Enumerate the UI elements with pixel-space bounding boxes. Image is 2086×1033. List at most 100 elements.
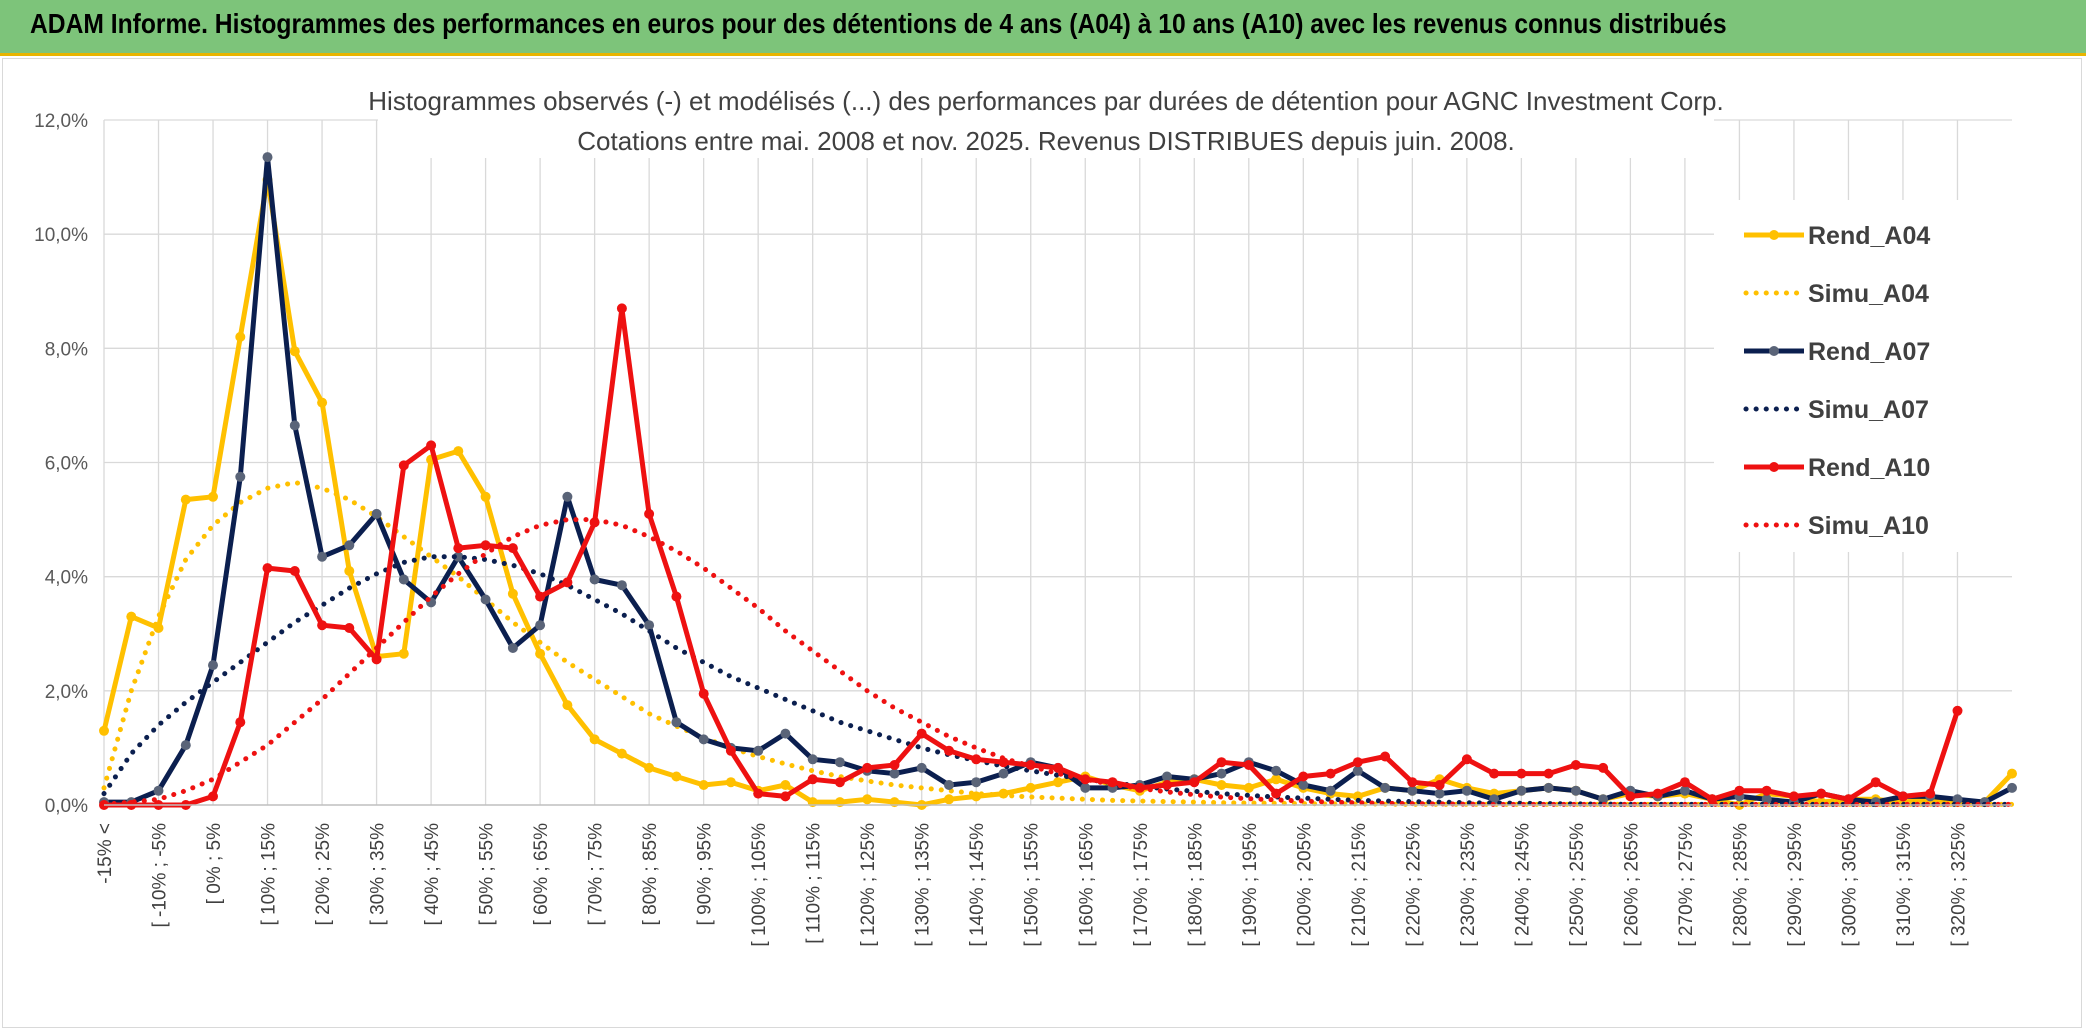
x-tick-label: [ 290% ; 295% <box>1785 823 1806 947</box>
data-point <box>208 491 218 502</box>
x-tick-label: [ 250% ; 255% <box>1567 823 1588 947</box>
x-tick-label: [ 270% ; 275% <box>1676 823 1697 947</box>
data-point <box>507 588 518 599</box>
data-point <box>780 791 791 802</box>
data-point <box>453 543 464 554</box>
x-tick-label: [ 120% ; 125% <box>858 823 879 947</box>
x-tick-label: [ 170% ; 175% <box>1131 823 1152 947</box>
x-tick-label: [ 280% ; 285% <box>1730 823 1751 947</box>
legend-item: Rend_A04 <box>1744 222 1930 250</box>
data-point <box>1734 785 1745 796</box>
data-point <box>1761 785 1772 796</box>
x-tick-label: [ 70% ; 75% <box>586 823 607 926</box>
banner-title: ADAM Informe. Histogrammes des performan… <box>30 8 1727 39</box>
data-point <box>398 648 409 659</box>
data-point <box>289 566 300 576</box>
data-point <box>1053 777 1063 788</box>
data-point <box>371 654 382 665</box>
data-point <box>1216 768 1227 779</box>
data-point <box>862 794 873 805</box>
data-point <box>671 771 682 782</box>
series-line <box>101 480 2015 807</box>
data-point <box>453 551 464 562</box>
data-point <box>1516 785 1527 796</box>
x-tick-label: [ 40% ; 45% <box>422 823 443 926</box>
data-point <box>535 648 546 659</box>
data-point <box>1271 774 1282 785</box>
data-point <box>780 780 791 790</box>
legend-label: Simu_A04 <box>1808 280 1929 308</box>
data-point <box>480 540 491 551</box>
data-point <box>753 788 764 799</box>
legend-label: Rend_A04 <box>1808 222 1930 250</box>
data-point <box>1952 794 1963 805</box>
data-point <box>780 728 791 739</box>
data-point <box>1543 768 1554 779</box>
x-tick-label: [ 80% ; 85% <box>640 823 661 926</box>
data-point <box>2007 782 2017 793</box>
data-point <box>180 740 191 751</box>
data-point <box>1407 777 1418 788</box>
data-point <box>453 446 464 457</box>
data-point <box>235 331 246 342</box>
x-tick-label: [ 180% ; 185% <box>1185 823 1206 947</box>
chart-title-line-1: Histogrammes observés (-) et modélisés (… <box>368 86 1723 116</box>
x-tick-label: [ 50% ; 55% <box>477 823 498 926</box>
data-point <box>1461 785 1472 796</box>
x-tick-label: [ 220% ; 225% <box>1403 823 1424 947</box>
legend-label: Simu_A10 <box>1808 512 1929 540</box>
data-point <box>262 152 273 163</box>
y-tick-label: 0,0% <box>45 796 88 817</box>
data-point <box>535 591 546 602</box>
legend-label: Rend_A10 <box>1808 454 1930 482</box>
data-point <box>208 660 218 671</box>
data-point <box>616 748 627 759</box>
data-point <box>725 777 736 788</box>
data-point <box>644 620 655 631</box>
data-point <box>1652 788 1663 799</box>
data-point <box>480 594 491 605</box>
data-point <box>2007 768 2017 779</box>
x-tick-label: [ 150% ; 155% <box>1022 823 1043 947</box>
data-point <box>99 725 109 736</box>
x-tick-label: [ -10% ; -5% <box>150 823 171 928</box>
data-point <box>1189 777 1200 788</box>
data-point <box>480 491 491 502</box>
data-point <box>1761 794 1772 805</box>
data-point <box>317 551 328 562</box>
x-tick-label: [ 100% ; 105% <box>749 823 770 947</box>
data-point <box>317 397 328 408</box>
data-point <box>971 754 982 765</box>
legend-label: Rend_A07 <box>1808 338 1930 366</box>
data-point <box>944 794 954 805</box>
legend-background <box>1714 200 2014 552</box>
data-point <box>1952 705 1963 716</box>
data-point <box>1216 757 1227 768</box>
data-point <box>1243 782 1254 793</box>
x-tick-label: [ 210% ; 215% <box>1349 823 1370 947</box>
x-tick-label: [ 160% ; 165% <box>1076 823 1097 947</box>
data-point <box>1434 788 1445 799</box>
y-tick-label: 8,0% <box>45 339 88 360</box>
data-point <box>1025 782 1036 793</box>
data-point <box>1843 794 1854 805</box>
data-point <box>1625 791 1636 802</box>
data-point <box>725 745 736 756</box>
legend-marker <box>1769 462 1779 472</box>
data-point <box>1243 760 1254 770</box>
y-tick-label: 12,0% <box>34 111 88 132</box>
data-point <box>616 303 627 314</box>
data-point <box>1461 754 1472 765</box>
legend-marker <box>1769 346 1779 356</box>
x-tick-label: [ 200% ; 205% <box>1294 823 1315 947</box>
data-point <box>671 591 682 602</box>
x-tick-label: [ 130% ; 135% <box>913 823 934 947</box>
data-point <box>944 745 954 756</box>
x-tick-label: [ 240% ; 245% <box>1512 823 1533 947</box>
data-point <box>289 346 300 357</box>
x-tick-label: [ 140% ; 145% <box>967 823 988 947</box>
y-tick-label: 6,0% <box>45 454 88 475</box>
data-point <box>1925 788 1936 799</box>
data-point <box>916 762 927 773</box>
x-tick-label: [ 300% ; 305% <box>1839 823 1860 947</box>
